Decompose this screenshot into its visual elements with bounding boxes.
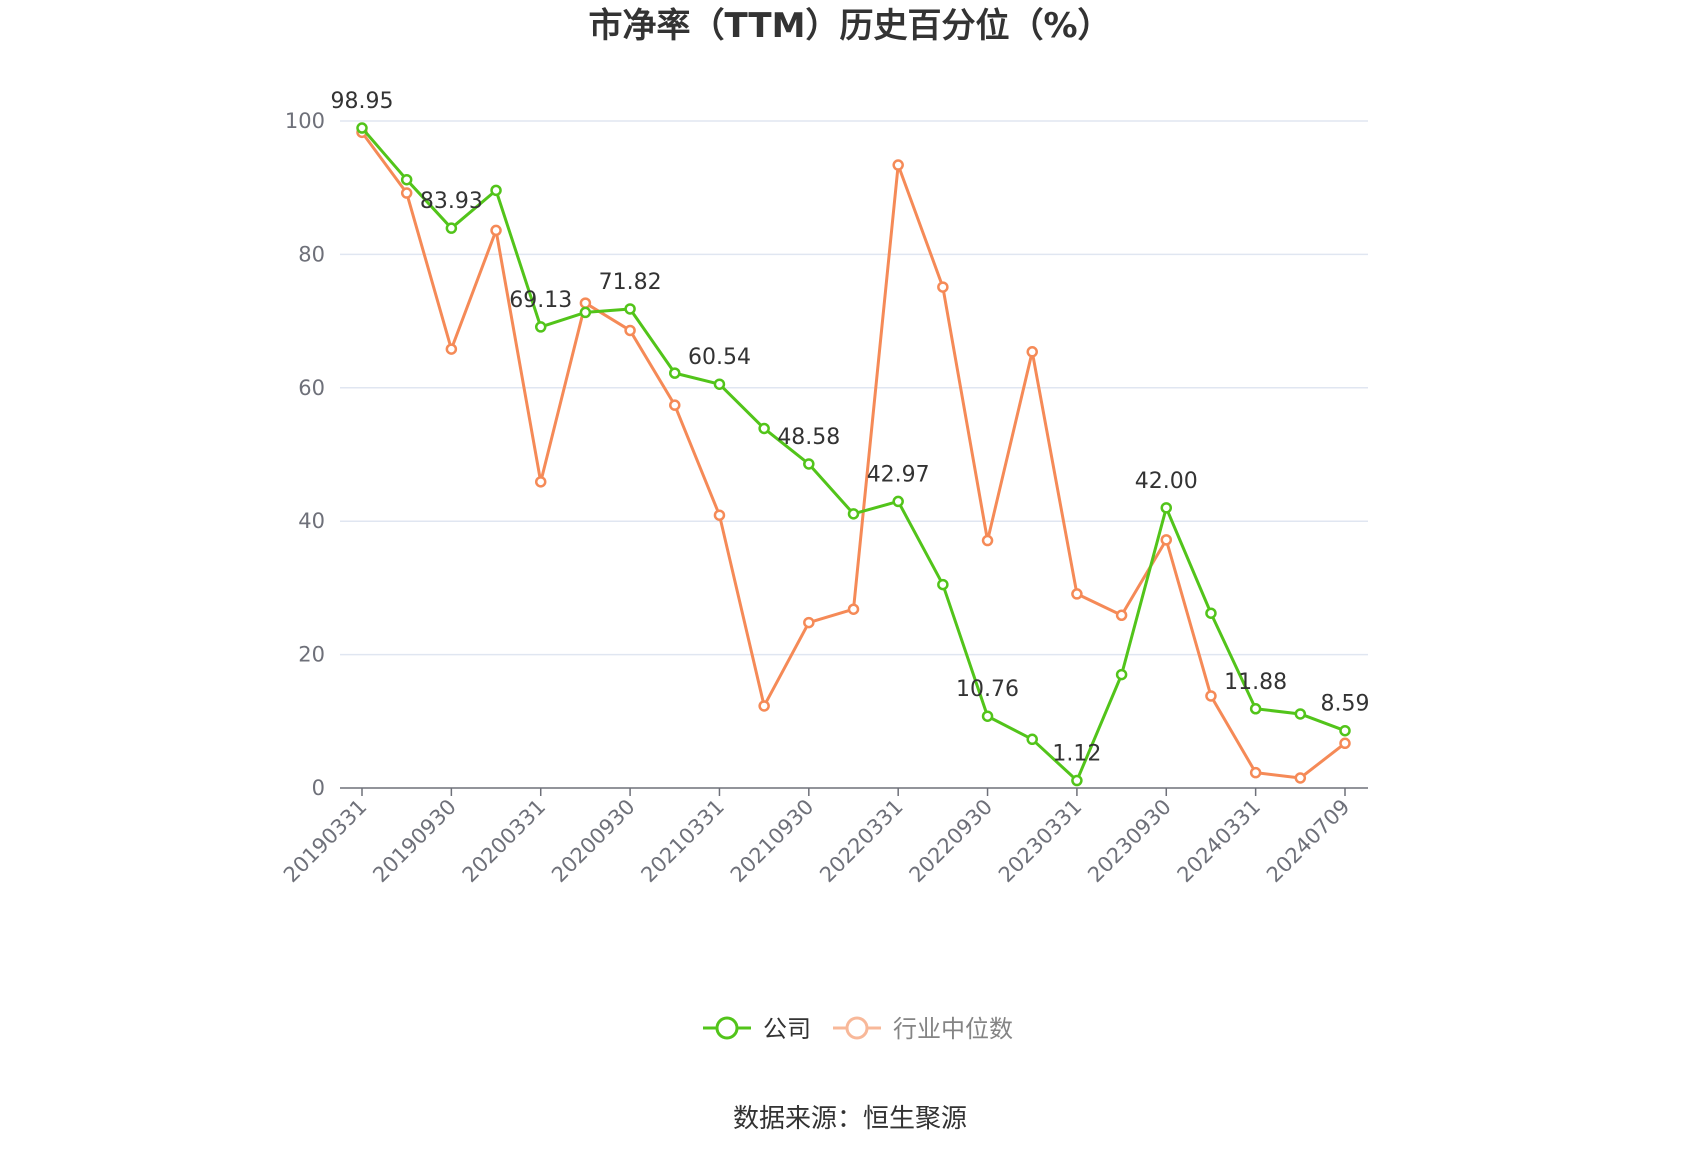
data-point[interactable] bbox=[445, 222, 458, 234]
data-label: 1.12 bbox=[1052, 742, 1101, 767]
data-point[interactable] bbox=[847, 603, 860, 615]
legend-item-company[interactable]: 公司 bbox=[703, 1015, 811, 1043]
data-point[interactable] bbox=[892, 159, 904, 171]
data-point[interactable] bbox=[1339, 724, 1351, 737]
x-tick-label: 20200331 bbox=[458, 795, 551, 888]
axes: 0 20 40 60 80 100 2019033120190930202003312020… bbox=[279, 109, 1368, 887]
series-company bbox=[356, 122, 1351, 787]
y-tick-label: 40 bbox=[298, 509, 325, 533]
data-label: 42.00 bbox=[1135, 469, 1198, 494]
x-tick-label: 20190331 bbox=[279, 795, 372, 888]
data-point[interactable] bbox=[803, 458, 815, 470]
data-label: 11.88 bbox=[1224, 670, 1287, 695]
data-point[interactable] bbox=[1205, 607, 1217, 619]
data-point[interactable] bbox=[981, 534, 994, 547]
x-tick-label: 20240331 bbox=[1173, 795, 1266, 888]
legend-marker bbox=[715, 1016, 739, 1040]
data-label: 10.76 bbox=[956, 677, 1019, 702]
data-point[interactable] bbox=[758, 700, 770, 712]
x-tick-label: 20240709 bbox=[1262, 795, 1355, 888]
data-point[interactable] bbox=[1294, 708, 1307, 720]
y-tick-label: 0 bbox=[312, 776, 325, 800]
data-labels: 98.95 83.93 69.13 71.82 60.54 48.58 42.97 10.76… bbox=[331, 89, 1370, 767]
x-tick-label: 20200930 bbox=[547, 795, 640, 888]
x-tick-label: 20230331 bbox=[994, 795, 1087, 888]
data-point[interactable] bbox=[1115, 668, 1128, 681]
y-tick-label: 60 bbox=[298, 376, 325, 400]
data-point[interactable] bbox=[1071, 774, 1083, 787]
data-point[interactable] bbox=[803, 616, 815, 629]
data-label: 8.59 bbox=[1321, 692, 1370, 717]
data-point[interactable] bbox=[534, 321, 547, 333]
data-point[interactable] bbox=[400, 173, 413, 186]
data-label: 69.13 bbox=[509, 288, 572, 313]
data-point[interactable] bbox=[1249, 766, 1262, 779]
x-tick-label: 20230930 bbox=[1083, 795, 1176, 888]
data-point[interactable] bbox=[579, 306, 592, 319]
legend-item-industry-median[interactable]: 行业中位数 bbox=[833, 1015, 1013, 1043]
data-point[interactable] bbox=[624, 303, 636, 315]
x-tick-label: 20220331 bbox=[815, 795, 908, 888]
legend-label: 公司 bbox=[763, 1015, 811, 1043]
y-tick-label: 20 bbox=[298, 643, 325, 667]
y-tick-label: 80 bbox=[298, 242, 325, 266]
data-label: 83.93 bbox=[420, 189, 483, 214]
x-tick-label: 20210331 bbox=[636, 795, 729, 888]
data-point[interactable] bbox=[1071, 588, 1083, 600]
x-tick-label: 20190930 bbox=[368, 795, 461, 888]
series-line bbox=[360, 127, 1346, 783]
data-point[interactable] bbox=[1160, 502, 1173, 514]
data-point[interactable] bbox=[937, 578, 949, 591]
source-text: 数据来源：恒生聚源 bbox=[733, 1104, 967, 1134]
legend-label: 行业中位数 bbox=[893, 1015, 1013, 1043]
legend-marker bbox=[845, 1016, 869, 1040]
data-point[interactable] bbox=[356, 122, 368, 134]
data-point[interactable] bbox=[579, 297, 592, 309]
data-point[interactable] bbox=[713, 378, 726, 390]
series-industry-median bbox=[356, 126, 1351, 784]
data-point[interactable] bbox=[1205, 690, 1217, 702]
data-point[interactable] bbox=[1026, 733, 1038, 746]
data-point[interactable] bbox=[1115, 609, 1128, 621]
y-tick-label: 100 bbox=[285, 109, 325, 133]
data-point[interactable] bbox=[847, 508, 860, 520]
data-point[interactable] bbox=[713, 509, 726, 521]
data-point[interactable] bbox=[669, 399, 681, 411]
data-point[interactable] bbox=[758, 422, 770, 435]
x-tick-label: 20210930 bbox=[726, 795, 819, 888]
data-point[interactable] bbox=[1249, 703, 1262, 715]
data-label: 71.82 bbox=[599, 270, 662, 295]
x-tick-label: 20220930 bbox=[905, 795, 998, 888]
data-point[interactable] bbox=[937, 281, 949, 293]
grid-lines bbox=[340, 120, 1368, 656]
data-label: 42.97 bbox=[867, 462, 930, 487]
data-point[interactable] bbox=[669, 367, 681, 379]
data-point[interactable] bbox=[1160, 534, 1173, 546]
data-point[interactable] bbox=[892, 495, 904, 508]
series-layer bbox=[356, 122, 1351, 787]
chart-title: 市净率（TTM）历史百分位（%） bbox=[588, 6, 1111, 46]
data-point[interactable] bbox=[981, 710, 994, 722]
data-point[interactable] bbox=[445, 343, 458, 355]
data-point[interactable] bbox=[400, 187, 413, 199]
data-point[interactable] bbox=[624, 324, 636, 337]
data-label: 60.54 bbox=[688, 345, 751, 370]
legend: 公司 行业中位数 bbox=[703, 1015, 1013, 1043]
data-point[interactable] bbox=[534, 476, 547, 488]
data-point[interactable] bbox=[1026, 346, 1038, 358]
data-label: 98.95 bbox=[331, 89, 394, 114]
data-point[interactable] bbox=[1339, 737, 1351, 750]
data-label: 48.58 bbox=[777, 425, 840, 450]
data-point[interactable] bbox=[490, 184, 502, 197]
data-point[interactable] bbox=[490, 224, 502, 237]
data-point[interactable] bbox=[1294, 772, 1307, 784]
